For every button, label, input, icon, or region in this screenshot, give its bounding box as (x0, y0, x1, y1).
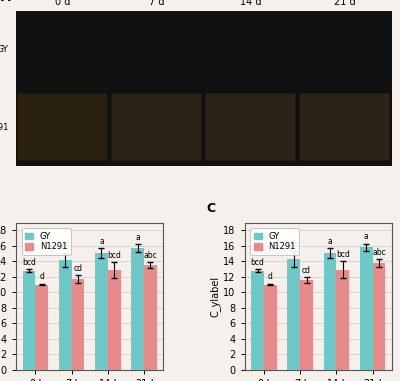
Bar (144, 265, 157, 370)
Text: d: d (39, 272, 44, 282)
Text: bcd: bcd (22, 258, 36, 267)
Text: bcd: bcd (336, 250, 350, 259)
Text: ab: ab (60, 242, 70, 251)
Bar (299, 93, 390, 161)
Text: cd: cd (74, 264, 82, 273)
Legend: GY, N1291: GY, N1291 (250, 228, 299, 255)
Bar (111, 170, 202, 238)
Bar (300, 280, 313, 370)
Bar (288, 259, 300, 370)
Text: d: d (268, 272, 273, 282)
Bar (205, 170, 296, 238)
Text: bcd: bcd (251, 258, 264, 267)
Bar (131, 248, 144, 370)
Bar (251, 271, 264, 370)
Bar (324, 253, 336, 370)
Text: abc: abc (144, 251, 157, 260)
Text: GY: GY (0, 45, 8, 54)
Text: C: C (206, 202, 215, 215)
Text: 21 d: 21 d (334, 0, 356, 7)
Bar (205, 93, 296, 161)
Bar (336, 270, 349, 370)
Legend: GY, N1291: GY, N1291 (22, 228, 71, 255)
Bar (299, 170, 390, 238)
Bar (108, 270, 120, 370)
Text: a: a (364, 232, 369, 241)
Text: 0 d: 0 d (55, 0, 71, 7)
Bar (373, 263, 385, 370)
Bar (95, 253, 108, 370)
Bar (360, 248, 373, 370)
Bar (72, 279, 84, 370)
Text: abc: abc (372, 248, 386, 257)
Bar (264, 285, 277, 370)
Bar (35, 285, 48, 370)
Text: a: a (135, 233, 140, 242)
Bar (59, 260, 72, 370)
Text: 7 d: 7 d (149, 0, 165, 7)
Bar (111, 93, 202, 161)
Bar (17, 93, 108, 161)
Text: a: a (328, 237, 332, 246)
Text: N1291: N1291 (0, 123, 8, 131)
Text: 14 d: 14 d (240, 0, 262, 7)
Text: cd: cd (302, 266, 311, 275)
Text: A: A (1, 0, 10, 4)
Text: ab: ab (289, 240, 299, 249)
Bar (23, 271, 35, 370)
Text: bcd: bcd (107, 251, 121, 260)
Text: a: a (99, 237, 104, 246)
Y-axis label: C_ylabel: C_ylabel (210, 275, 220, 317)
Bar (17, 170, 108, 238)
